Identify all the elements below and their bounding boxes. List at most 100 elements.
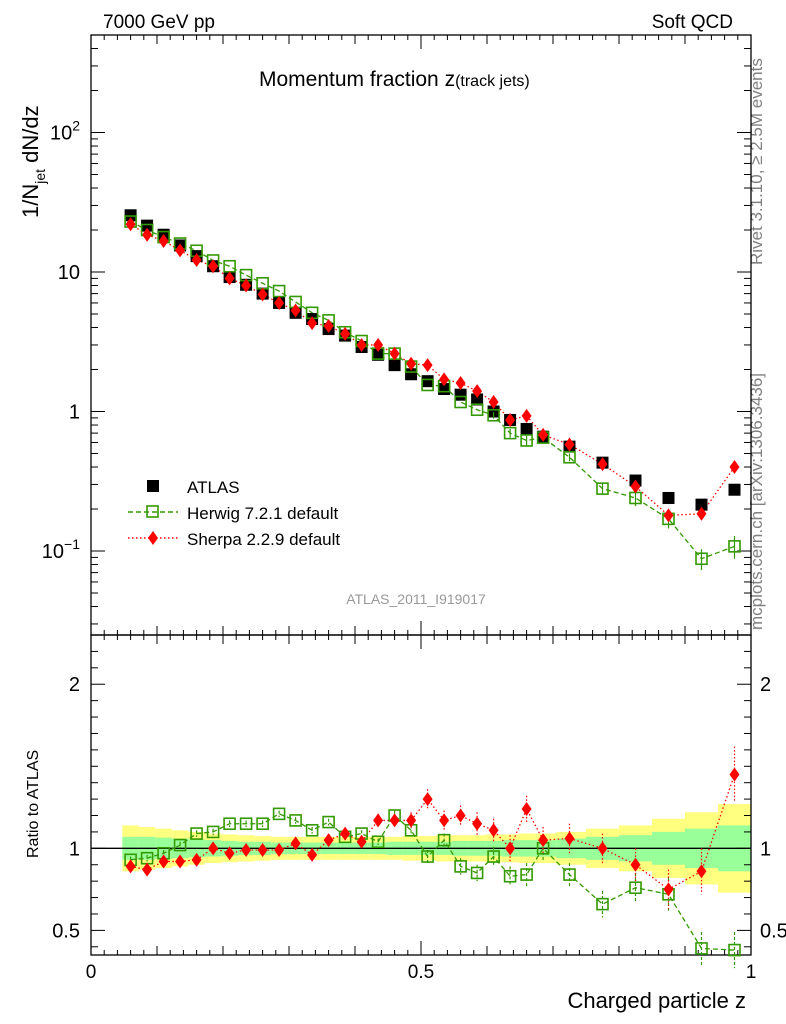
herwig-point xyxy=(470,403,484,417)
sherpa-ratio-point xyxy=(307,847,318,862)
herwig-ratio-point xyxy=(190,827,203,840)
sherpa-point xyxy=(488,394,499,409)
sherpa-ratio-point xyxy=(597,841,608,856)
sherpa-ratio-point xyxy=(389,813,400,828)
sherpa-ratio-point xyxy=(538,833,549,848)
atlas-point xyxy=(662,491,675,504)
sherpa-ratio-point xyxy=(241,842,252,857)
rivet-label: Rivet 3.1.10, ≥ 2.5M events xyxy=(747,58,766,265)
herwig-ratio-line xyxy=(130,813,735,951)
sherpa-point xyxy=(356,337,367,352)
herwig-ratio-point xyxy=(695,942,708,955)
main-title: Momentum fraction z(track jets) xyxy=(259,68,530,91)
sherpa-ratio-point xyxy=(729,767,740,782)
sherpa-ratio-point xyxy=(340,826,351,841)
ratio-ylabel: Ratio to ATLAS xyxy=(25,750,42,858)
herwig-point xyxy=(563,450,576,464)
sherpa-ratio-point xyxy=(663,882,674,897)
sherpa-ratio-point xyxy=(142,862,153,877)
legend-atlas-label: ATLAS xyxy=(187,478,240,497)
analysis-tag: ATLAS_2011_I919017 xyxy=(346,591,486,607)
main-title-text: Momentum fraction z xyxy=(259,68,455,91)
sherpa-point xyxy=(472,384,483,399)
xlabel: Charged particle z xyxy=(567,988,746,1013)
herwig-ratio-point xyxy=(256,817,269,831)
sherpa-point xyxy=(158,233,169,248)
main-panel: 10−1 1 10 102 xyxy=(42,34,752,636)
herwig-ratio-point xyxy=(305,823,319,837)
mcplots-label: mcplots.cern.ch [arXiv:1306.3436] xyxy=(747,373,766,630)
sherpa-ratio-point xyxy=(521,801,532,816)
sherpa-ratio-point xyxy=(323,833,334,848)
atlas-point xyxy=(520,422,533,435)
main-ylabel-sub: jet xyxy=(32,169,48,185)
sherpa-point xyxy=(663,508,674,523)
sherpa-ratio-point xyxy=(439,813,450,828)
sherpa-ratio-point xyxy=(125,859,136,874)
herwig-ratio-point xyxy=(421,850,434,863)
atlas-point xyxy=(487,405,500,418)
sherpa-point xyxy=(439,372,450,387)
sherpa-ratio-point xyxy=(505,841,516,856)
sherpa-ratio-point xyxy=(208,841,219,856)
sherpa-point xyxy=(505,412,516,427)
sherpa-ratio-point xyxy=(373,813,384,828)
sherpa-point xyxy=(142,227,153,242)
sherpa-point xyxy=(340,326,351,341)
sherpa-ratio-point xyxy=(191,852,202,867)
herwig-line xyxy=(130,220,735,560)
sherpa-ratio-point xyxy=(224,846,235,861)
herwig-point xyxy=(503,426,517,440)
herwig-ratio-point xyxy=(206,825,220,839)
sherpa-point xyxy=(208,259,219,274)
y-tick-label: 1 xyxy=(69,838,80,860)
atlas-point xyxy=(141,219,154,232)
sherpa-ratio-point xyxy=(290,836,301,851)
herwig-ratio-point xyxy=(470,866,484,880)
sherpa-point xyxy=(125,217,136,232)
herwig-ratio-point xyxy=(487,850,500,863)
sherpa-point xyxy=(175,243,186,258)
sherpa-point xyxy=(422,358,433,373)
x-tick-label: 0.5 xyxy=(408,962,434,983)
herwig-ratio-point xyxy=(239,817,253,831)
ratio-frame xyxy=(90,634,752,956)
sherpa-ratio-point xyxy=(158,854,169,869)
sherpa-point xyxy=(521,408,532,423)
y-tick-label-right: 2 xyxy=(760,674,771,696)
legend-sherpa-label: Sherpa 2.2.9 default xyxy=(187,530,340,549)
sherpa-ratio-point xyxy=(422,792,433,807)
sherpa-point xyxy=(597,457,608,472)
sherpa-point xyxy=(257,287,268,302)
sherpa-ratio-point xyxy=(455,808,466,823)
main-title-sub: (track jets) xyxy=(455,73,530,90)
legend-atlas-marker xyxy=(147,480,159,492)
main-ylabel-b: dN/dz xyxy=(18,105,43,169)
sherpa-point xyxy=(274,295,285,310)
y-tick-label: 2 xyxy=(69,674,80,696)
sherpa-point xyxy=(729,460,740,475)
y-tick-label: 0.5 xyxy=(52,920,80,942)
sherpa-point xyxy=(630,479,641,494)
herwig-ratio-point xyxy=(289,814,302,827)
herwig-ratio-point xyxy=(596,897,609,911)
sherpa-point xyxy=(455,376,466,391)
category-label: Soft QCD xyxy=(652,12,733,33)
ratio-panel: 0 0.5 10.5 0.51 12 2 xyxy=(52,634,786,983)
y-tick-label-right: 1 xyxy=(760,838,771,860)
herwig-ratio-point xyxy=(520,868,533,881)
sherpa-ratio-point xyxy=(630,857,641,872)
sherpa-point xyxy=(290,303,301,318)
atlas-point xyxy=(471,393,484,406)
atlas-point xyxy=(405,368,418,381)
herwig-ratio-point xyxy=(272,807,286,821)
x-tick-label: 1 xyxy=(746,962,757,983)
sherpa-ratio-point xyxy=(472,816,483,831)
y-tick-label: 102 xyxy=(50,118,80,145)
herwig-point xyxy=(695,552,708,566)
atlas-point xyxy=(372,348,385,361)
y-tick-label: 1 xyxy=(69,402,80,424)
legend-herwig-label: Herwig 7.2.1 default xyxy=(187,504,338,523)
sherpa-ratio-point xyxy=(696,864,707,879)
atlas-point xyxy=(728,483,741,496)
